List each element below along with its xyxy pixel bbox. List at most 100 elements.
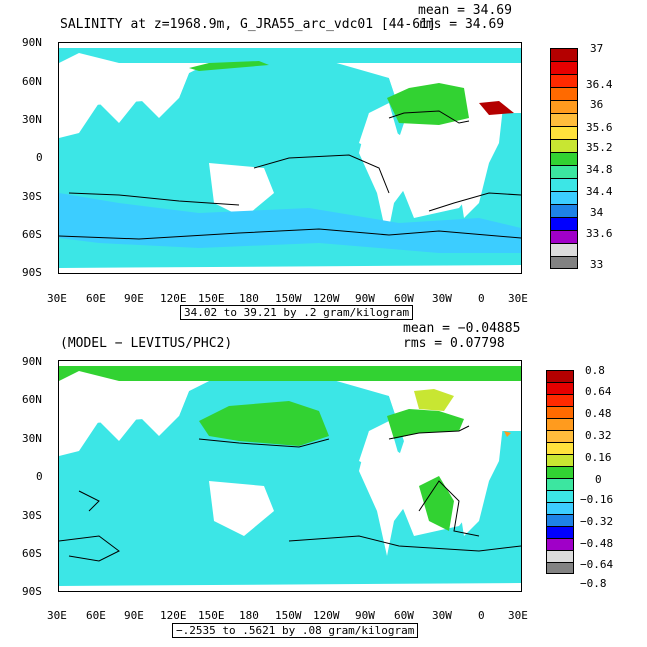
colorbar-swatch xyxy=(546,430,574,442)
panel1-title: SALINITY at z=1968.9m, G_JRA55_arc_vdc01… xyxy=(60,17,436,32)
colorbar-swatch xyxy=(550,152,578,165)
lat-label: 90N xyxy=(22,355,42,368)
panel1-colorbar xyxy=(550,48,578,269)
cb1-label: 34.8 xyxy=(586,163,613,176)
lon-label: 180 xyxy=(239,292,259,305)
colorbar-swatch xyxy=(550,165,578,178)
lon-label: 60E xyxy=(86,292,106,305)
lon-label: 120W xyxy=(313,609,340,622)
colorbar-swatch xyxy=(550,217,578,230)
colorbar-swatch xyxy=(546,382,574,394)
colorbar-swatch xyxy=(546,562,574,574)
lon-label: 180 xyxy=(239,609,259,622)
lon-label: 30E xyxy=(508,292,528,305)
lat-label: 60N xyxy=(22,75,42,88)
lat-label: 30S xyxy=(22,509,42,522)
colorbar-swatch xyxy=(546,502,574,514)
panel1-map xyxy=(58,42,522,274)
cb2-label: −0.64 xyxy=(580,558,614,571)
cb2-label: −0.16 xyxy=(580,493,614,506)
lat-label: 30N xyxy=(22,432,42,445)
lat-label: 90N xyxy=(22,36,42,49)
cb2-label: 0.32 xyxy=(585,429,612,442)
panel2-colorbar xyxy=(546,370,574,574)
lat-label: 60N xyxy=(22,393,42,406)
colorbar-swatch xyxy=(550,87,578,100)
colorbar-swatch xyxy=(546,370,574,382)
cb2-label: 0.16 xyxy=(585,451,612,464)
colorbar-swatch xyxy=(550,48,578,61)
lon-label: 120W xyxy=(313,292,340,305)
lon-label: 120E xyxy=(160,609,187,622)
cb2-label: −0.32 xyxy=(580,515,614,528)
colorbar-swatch xyxy=(550,61,578,74)
cb2-label: −0.8 xyxy=(580,577,607,590)
cb1-label: 35.2 xyxy=(586,141,613,154)
colorbar-swatch xyxy=(550,139,578,152)
cb1-label: 36.4 xyxy=(586,78,613,91)
colorbar-swatch xyxy=(546,526,574,538)
colorbar-swatch xyxy=(546,406,574,418)
lon-label: 0 xyxy=(478,292,485,305)
lat-label: 30N xyxy=(22,113,42,126)
colorbar-swatch xyxy=(546,454,574,466)
cb1-label: 36 xyxy=(590,98,604,111)
lat-label: 0 xyxy=(36,470,43,483)
colorbar-swatch xyxy=(550,100,578,113)
colorbar-swatch xyxy=(546,466,574,478)
lon-label: 150E xyxy=(198,609,225,622)
lat-label: 0 xyxy=(36,151,43,164)
panel2-rms: rms = 0.07798 xyxy=(403,336,505,351)
lat-label: 90S xyxy=(22,266,42,279)
colorbar-swatch xyxy=(546,514,574,526)
lon-label: 60W xyxy=(394,609,414,622)
lon-label: 90W xyxy=(355,609,375,622)
colorbar-swatch xyxy=(550,204,578,217)
lon-label: 30W xyxy=(432,609,452,622)
colorbar-swatch xyxy=(546,550,574,562)
lon-label: 150W xyxy=(275,609,302,622)
lon-label: 30E xyxy=(47,292,67,305)
cb2-label: 0 xyxy=(595,473,602,486)
colorbar-swatch xyxy=(550,74,578,87)
cb2-label: 0.64 xyxy=(585,385,612,398)
panel2-field xyxy=(59,366,521,591)
cb2-label: 0.8 xyxy=(585,364,605,377)
colorbar-swatch xyxy=(550,113,578,126)
colorbar-swatch xyxy=(546,418,574,430)
lon-label: 30E xyxy=(47,609,67,622)
colorbar-swatch xyxy=(546,538,574,550)
colorbar-swatch xyxy=(550,178,578,191)
lat-label: 90S xyxy=(22,585,42,598)
lat-label: 60S xyxy=(22,547,42,560)
lon-label: 90W xyxy=(355,292,375,305)
cb1-label: 35.6 xyxy=(586,121,613,134)
lon-label: 0 xyxy=(478,609,485,622)
lat-label: 30S xyxy=(22,190,42,203)
colorbar-swatch xyxy=(546,394,574,406)
cb1-label: 34 xyxy=(590,206,604,219)
colorbar-swatch xyxy=(550,126,578,139)
lon-label: 30W xyxy=(432,292,452,305)
panel2-title: (MODEL − LEVITUS/PHC2) xyxy=(60,336,233,351)
cb1-label: 34.4 xyxy=(586,185,613,198)
lon-label: 30E xyxy=(508,609,528,622)
panel1-rms: rms = 34.69 xyxy=(418,17,505,32)
panel2-map xyxy=(58,360,522,592)
lon-label: 60E xyxy=(86,609,106,622)
lon-label: 120E xyxy=(160,292,187,305)
colorbar-swatch xyxy=(550,243,578,256)
colorbar-swatch xyxy=(546,442,574,454)
lon-label: 90E xyxy=(124,609,144,622)
lon-label: 90E xyxy=(124,292,144,305)
lat-label: 60S xyxy=(22,228,42,241)
panel1-range: 34.02 to 39.21 by .2 gram/kilogram xyxy=(180,305,414,320)
colorbar-swatch xyxy=(550,256,578,269)
panel2-mean: mean = −0.04885 xyxy=(403,321,521,336)
colorbar-swatch xyxy=(546,478,574,490)
cb1-label: 37 xyxy=(590,42,604,55)
colorbar-swatch xyxy=(550,191,578,204)
colorbar-swatch xyxy=(546,490,574,502)
cb1-label: 33.6 xyxy=(586,227,613,240)
lon-label: 60W xyxy=(394,292,414,305)
